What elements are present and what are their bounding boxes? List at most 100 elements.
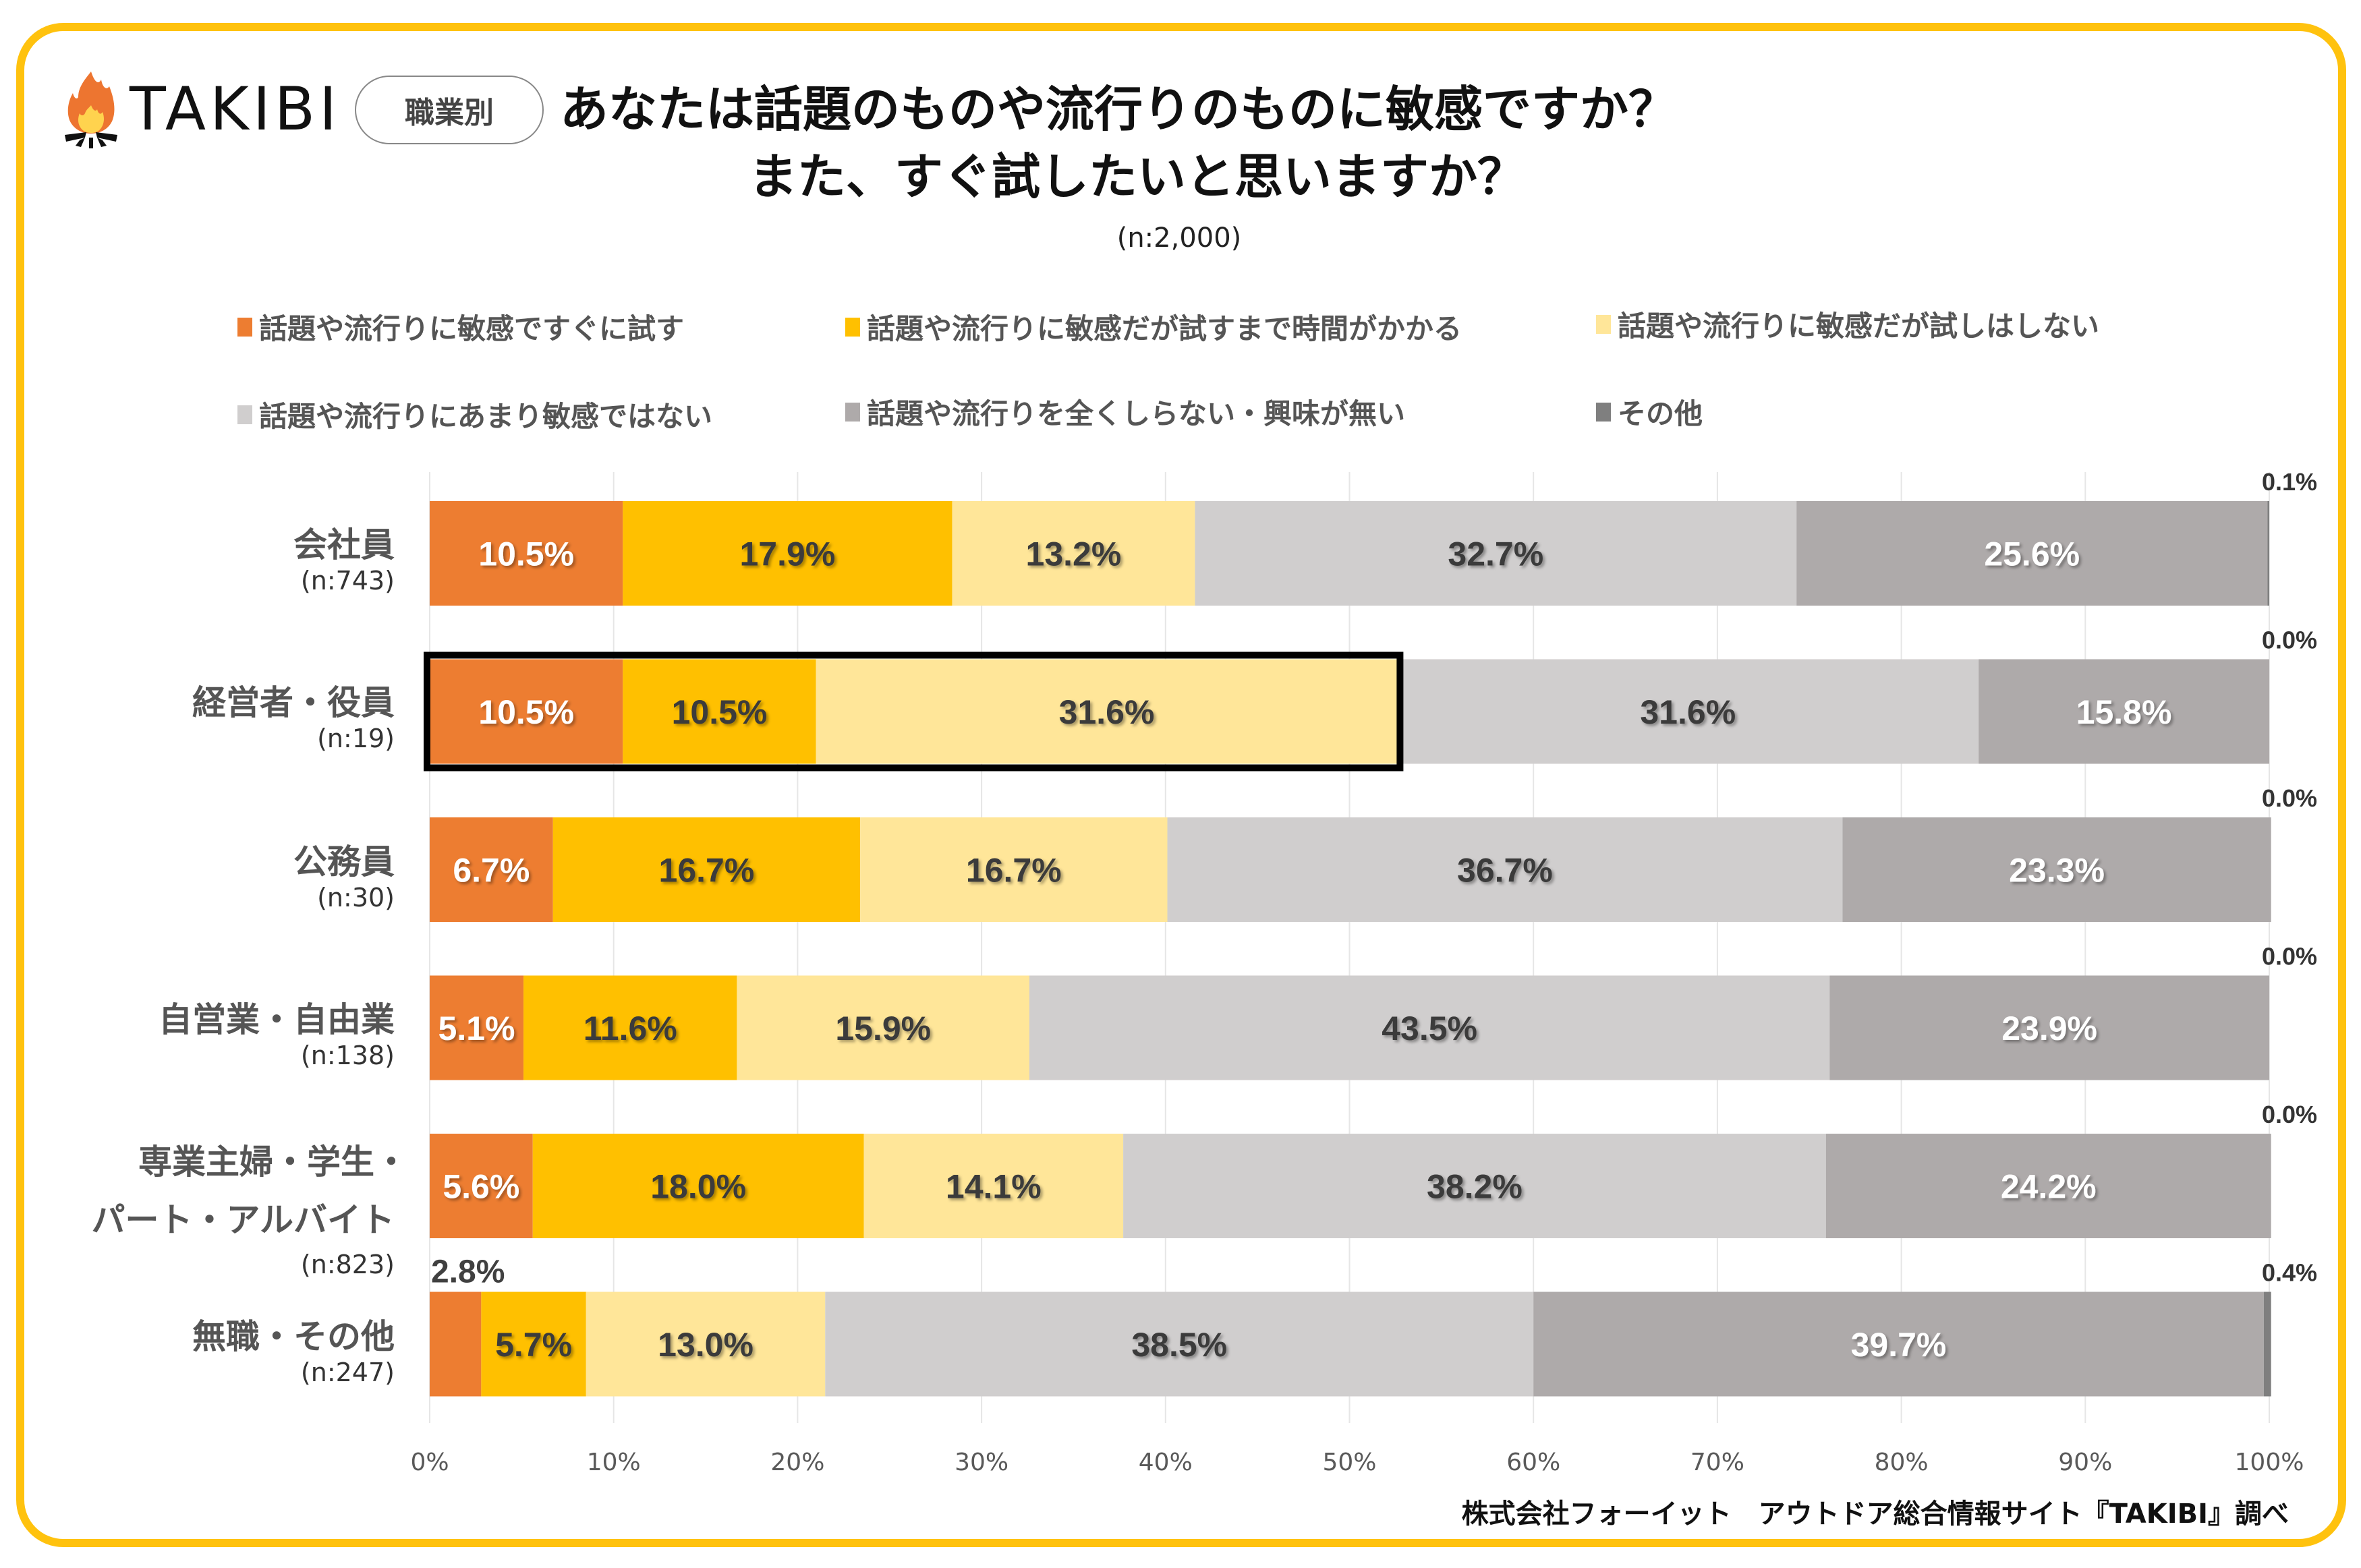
- x-tick-label: 100%: [2235, 1449, 2304, 1476]
- bar-segment: [623, 501, 952, 606]
- category-n: (n:823): [300, 1250, 395, 1279]
- category-name: 無職・その他: [192, 1317, 395, 1356]
- legend-item-2: 話題や流行りに敏感だが試しはしない: [1596, 303, 2099, 345]
- x-tick-label: 30%: [955, 1449, 1008, 1476]
- data-label: 38.5%: [1131, 1326, 1227, 1364]
- source-credit: 株式会社フォーイット アウトドア総合情報サイト『TAKIBI』調べ: [1461, 1499, 2289, 1530]
- x-tick-label: 90%: [2058, 1449, 2112, 1476]
- category-name: 公務員: [293, 842, 395, 881]
- bar-segment: [430, 975, 524, 1080]
- bar-segment: [532, 1134, 864, 1238]
- data-label: 25.6%: [1984, 535, 2080, 573]
- category-label-4: 専業主婦・学生・ パート・アルバイト (n:823): [92, 1133, 409, 1280]
- legend-label: 話題や流行りに敏感だが試しはしない: [1618, 310, 2100, 343]
- x-tick-label: 20%: [770, 1449, 824, 1476]
- category-label-3: 自営業・自由業 (n:138): [159, 999, 395, 1071]
- category-label-0: 会社員 (n:743): [293, 525, 395, 596]
- bar-segment: [825, 1291, 1534, 1397]
- bar-segment: [430, 659, 623, 764]
- bar-segment: [430, 1134, 533, 1238]
- x-tick-label: 80%: [1875, 1449, 1929, 1476]
- bar-segment: [1796, 501, 2268, 606]
- category-n: (n:138): [300, 1041, 395, 1070]
- x-tick-label: 60%: [1506, 1449, 1560, 1476]
- chart-title: あなたは話題のものや流行りのものに敏感ですか？ また、すぐ試したいと思いますか？: [560, 76, 2044, 210]
- data-label: 6.7%: [453, 852, 530, 890]
- legend-swatch: [237, 405, 252, 424]
- title-line-1: あなたは話題のものや流行りのものに敏感ですか？: [560, 81, 1678, 138]
- bar-segment: [2263, 1291, 2271, 1397]
- x-tick-label: 40%: [1139, 1449, 1193, 1476]
- data-label: 13.0%: [658, 1326, 753, 1364]
- bar-segment: [430, 501, 623, 606]
- data-label: 5.7%: [495, 1326, 572, 1364]
- legend-item-5: その他: [1596, 391, 1703, 432]
- category-n: (n:19): [317, 724, 395, 753]
- category-name-line-2: パート・アルバイト: [91, 1200, 395, 1240]
- legend-swatch: [237, 317, 252, 337]
- bar-segment: [552, 817, 861, 922]
- data-label: 17.9%: [740, 535, 836, 573]
- data-label: 31.6%: [1640, 693, 1736, 731]
- data-label: 16.7%: [966, 852, 1062, 890]
- x-tick-label: 10%: [587, 1449, 641, 1476]
- bar-segment: [816, 659, 1398, 764]
- category-name-line-1: 専業主婦・学生・: [138, 1142, 408, 1182]
- data-label: 0.1%: [2262, 468, 2317, 496]
- bar-segment: [430, 817, 553, 922]
- data-label: 5.6%: [443, 1168, 519, 1206]
- bar-segment: [1825, 1134, 2271, 1238]
- category-n: (n:743): [300, 566, 395, 596]
- category-n: (n:247): [300, 1358, 395, 1387]
- bar-segment: [1397, 659, 1979, 764]
- data-label: 24.2%: [2001, 1168, 2097, 1206]
- bar-segment: [1829, 975, 2269, 1080]
- category-label-2: 公務員 (n:30): [293, 842, 395, 913]
- legend-swatch: [1596, 314, 1611, 334]
- x-tick-label: 0%: [410, 1449, 449, 1476]
- bar-segment: [1533, 1291, 2264, 1397]
- bar-segment: [1029, 975, 1830, 1080]
- bar-segment: [430, 1291, 482, 1397]
- highlight-box: [424, 651, 1404, 772]
- data-label: 0.0%: [2262, 784, 2317, 812]
- legend-swatch: [845, 317, 860, 337]
- bar-segment: [1195, 501, 1797, 606]
- legend-label: 話題や流行りに敏感だが試すまで時間がかかる: [867, 312, 1462, 345]
- data-label: 0.0%: [2262, 943, 2317, 970]
- data-label: 11.6%: [584, 1010, 677, 1047]
- legend-label: その他: [1618, 397, 1703, 430]
- bar-segment: [2267, 501, 2269, 606]
- title-line-2: また、すぐ試したいと思いますか？: [749, 148, 1527, 205]
- logo-text: TAKIBI: [130, 74, 341, 144]
- sample-size: (n:2,000): [1116, 223, 1242, 254]
- legend-swatch: [845, 402, 860, 422]
- data-label: 23.9%: [2001, 1010, 2097, 1047]
- data-label: 36.7%: [1457, 852, 1553, 890]
- data-label: 10.5%: [478, 693, 574, 731]
- data-label: 43.5%: [1382, 1010, 1477, 1047]
- x-tick-label: 70%: [1690, 1449, 1744, 1476]
- category-name: 会社員: [293, 525, 395, 564]
- category-label-5: 無職・その他 (n:247): [192, 1316, 395, 1388]
- category-name: 自営業・自由業: [159, 1000, 395, 1039]
- data-label: 14.1%: [946, 1168, 1042, 1206]
- data-label: 10.5%: [478, 535, 574, 573]
- data-label: 10.5%: [672, 693, 768, 731]
- data-label: 0.0%: [2262, 627, 2317, 654]
- bar-segment: [1123, 1134, 1826, 1238]
- legend-item-3: 話題や流行りにあまり敏感ではない: [237, 394, 712, 435]
- data-label: 5.1%: [438, 1010, 515, 1047]
- bar-segment: [586, 1291, 826, 1397]
- bar-segment: [1167, 817, 1843, 922]
- legend-label: 話題や流行りを全くしらない・興味が無い: [867, 397, 1406, 430]
- data-label: 38.2%: [1427, 1168, 1523, 1206]
- data-label: 39.7%: [1851, 1326, 1947, 1364]
- bar-segment: [863, 1134, 1124, 1238]
- data-label: 23.3%: [2009, 852, 2105, 890]
- category-n: (n:30): [317, 883, 395, 912]
- bar-segment: [623, 659, 816, 764]
- category-name: 経営者・役員: [192, 683, 395, 722]
- bar-segment: [737, 975, 1030, 1080]
- data-label: 2.8%: [431, 1254, 505, 1290]
